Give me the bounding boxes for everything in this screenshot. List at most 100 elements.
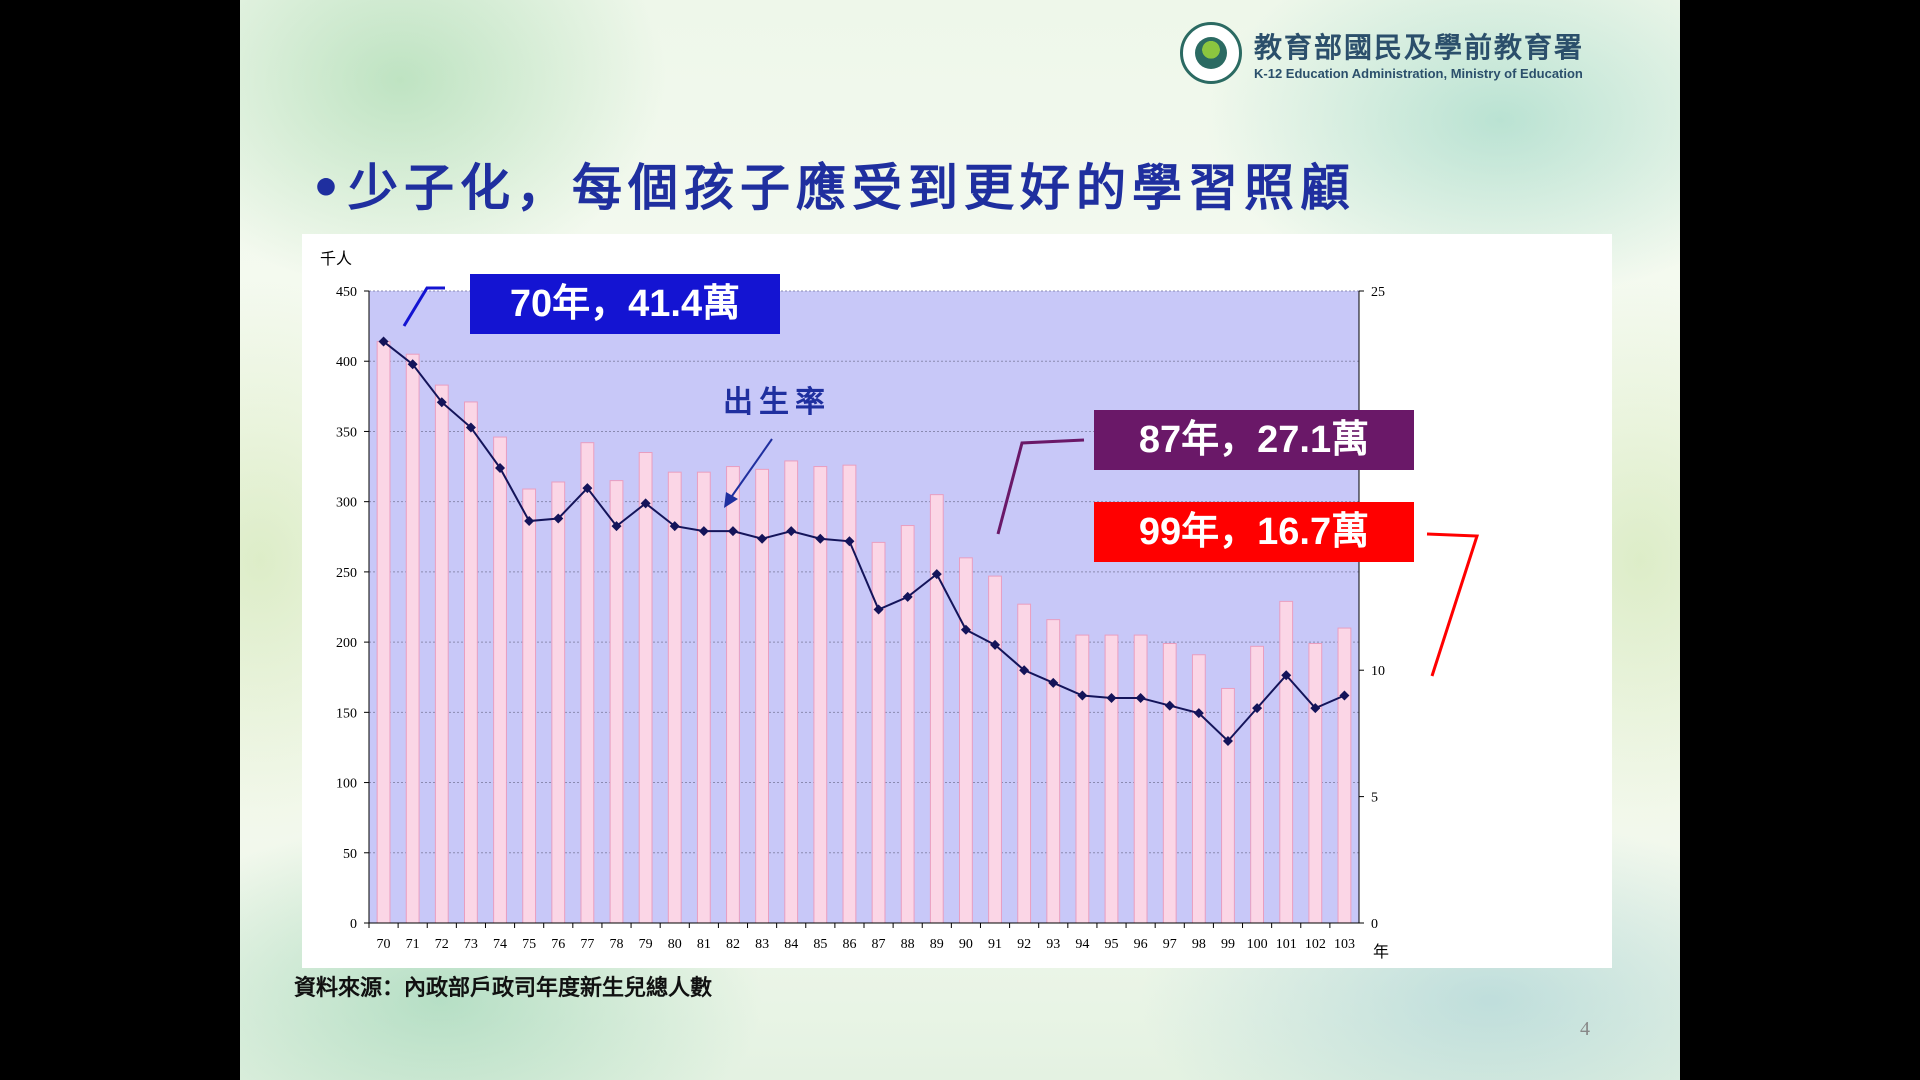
- bar: [1046, 619, 1061, 924]
- bar: [1191, 654, 1206, 924]
- bar: [434, 384, 449, 924]
- birth-rate-label: 出生率: [723, 385, 831, 420]
- x-tick-label: 75: [522, 937, 536, 952]
- x-tick-label: 79: [639, 937, 653, 952]
- point: [990, 639, 1001, 650]
- point: [1222, 735, 1233, 746]
- logo-chinese-name: 教育部國民及學前教育署: [1254, 31, 1585, 64]
- x-tick-label: 100: [1247, 937, 1268, 952]
- x-tick-label: 85: [813, 937, 827, 952]
- point: [495, 462, 506, 473]
- bar-series: [376, 341, 1352, 924]
- y-tick-label: 100: [336, 777, 357, 792]
- bar: [1104, 634, 1119, 924]
- callout-text: 99年，16.7萬: [1139, 511, 1369, 553]
- point: [611, 521, 622, 532]
- point: [582, 483, 593, 494]
- x-tick-label: 83: [755, 937, 769, 952]
- x-tick-label: 84: [784, 937, 798, 952]
- x-tick-label: 92: [1017, 937, 1031, 952]
- point: [844, 536, 855, 547]
- data-source-note: 資料來源：內政部戶政司年度新生兒總人數: [294, 975, 713, 1001]
- bar: [1337, 627, 1352, 924]
- bar: [667, 471, 682, 924]
- bar: [696, 471, 711, 924]
- bar: [1162, 643, 1177, 924]
- callout-0: 70年，41.4萬: [402, 274, 780, 334]
- y-tick-label: 350: [336, 425, 357, 440]
- birth-rate-series: [378, 336, 1350, 746]
- point: [902, 591, 913, 602]
- point: [815, 533, 826, 544]
- point: [1019, 665, 1030, 676]
- bar: [1221, 687, 1235, 924]
- bar: [522, 488, 537, 924]
- y-tick-label: 300: [336, 496, 357, 511]
- x-tick-label: 86: [842, 937, 856, 952]
- birth-rate-arrow: [731, 438, 773, 497]
- axes: 0501001502002503003504004500510152025707…: [336, 285, 1385, 952]
- point: [727, 526, 738, 537]
- callout-text: 87年，27.1萬: [1139, 419, 1369, 461]
- bar: [959, 557, 973, 924]
- point: [1310, 703, 1321, 714]
- x-tick-label: 82: [726, 937, 740, 952]
- point: [1164, 700, 1175, 711]
- bar: [929, 494, 944, 924]
- birth-chart: 0501001502002503003504004500510152025707…: [320, 250, 1480, 961]
- callout-leader-line: [996, 438, 1085, 535]
- x-tick-label: 71: [406, 937, 420, 952]
- y-axis-label: 千人: [320, 250, 352, 268]
- x-tick-label: 72: [435, 937, 449, 952]
- bar: [1279, 600, 1294, 924]
- x-tick-label: 96: [1134, 937, 1148, 952]
- point: [640, 498, 651, 509]
- x-tick-label: 102: [1305, 937, 1326, 952]
- x-tick-label: 70: [377, 937, 391, 952]
- bar: [580, 442, 595, 924]
- x-tick-label: 94: [1075, 937, 1089, 952]
- callout-leader-line: [1426, 532, 1480, 677]
- point: [1048, 677, 1059, 688]
- bar: [988, 575, 1002, 924]
- bar: [1250, 645, 1264, 924]
- callout-box-bg: [1094, 502, 1414, 562]
- bar: [609, 480, 624, 924]
- x-tick-label: 101: [1276, 937, 1297, 952]
- bar: [405, 353, 420, 924]
- y-tick-label: 200: [336, 636, 357, 651]
- x-tick-label: 73: [464, 937, 478, 952]
- point: [407, 359, 418, 370]
- bar: [638, 452, 653, 924]
- birth-rate-arrowhead: [724, 492, 738, 508]
- bar: [1017, 603, 1032, 924]
- point: [436, 397, 447, 408]
- y2-tick-label: 10: [1371, 664, 1385, 679]
- point: [757, 533, 768, 544]
- callout-2: 99年，16.7萬: [1094, 502, 1480, 677]
- y2-tick-label: 0: [1371, 917, 1378, 932]
- y-tick-label: 0: [350, 917, 357, 932]
- x-tick-label: 90: [959, 937, 973, 952]
- y2-tick-label: 5: [1371, 791, 1378, 806]
- x-tick-label: 77: [580, 937, 594, 952]
- point: [786, 526, 797, 537]
- bar: [493, 436, 507, 924]
- x-tick-label: 91: [988, 937, 1002, 952]
- logo-english-name: K-12 Education Administration, Ministry …: [1254, 66, 1583, 81]
- point: [1077, 690, 1088, 701]
- x-tick-label: 99: [1221, 937, 1235, 952]
- chart-panel: 0501001502002503003504004500510152025707…: [302, 234, 1612, 968]
- x-tick-label: 80: [668, 937, 682, 952]
- bar: [900, 525, 915, 924]
- x-tick-label: 98: [1192, 937, 1206, 952]
- slide-title: •少子化，每個孩子應受到更好的學習照顧: [310, 158, 1356, 217]
- x-tick-label: 89: [930, 937, 944, 952]
- x-tick-label: 74: [493, 937, 507, 952]
- page-number: 4: [1580, 1018, 1590, 1040]
- callout-1: 87年，27.1萬: [996, 410, 1414, 535]
- callout-box-bg: [470, 274, 780, 334]
- bar: [464, 401, 478, 924]
- y-tick-label: 450: [336, 285, 357, 300]
- point: [553, 513, 564, 524]
